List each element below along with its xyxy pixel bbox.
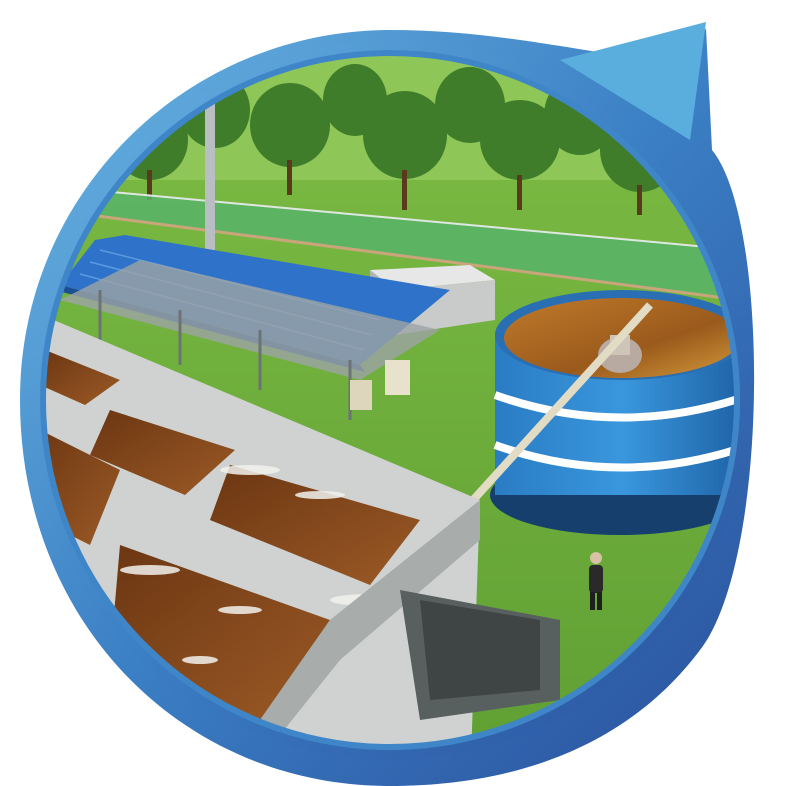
basin-1 bbox=[44, 350, 120, 405]
storage-tank bbox=[490, 290, 736, 535]
transfer-pipe bbox=[452, 302, 653, 523]
basin-2 bbox=[90, 410, 235, 495]
perimeter-fence bbox=[89, 189, 736, 302]
ring-inner-border bbox=[40, 50, 740, 750]
light-pole bbox=[205, 100, 215, 250]
worker-figure bbox=[589, 552, 603, 610]
basin-3 bbox=[210, 465, 420, 585]
equipment-tank bbox=[385, 360, 410, 395]
